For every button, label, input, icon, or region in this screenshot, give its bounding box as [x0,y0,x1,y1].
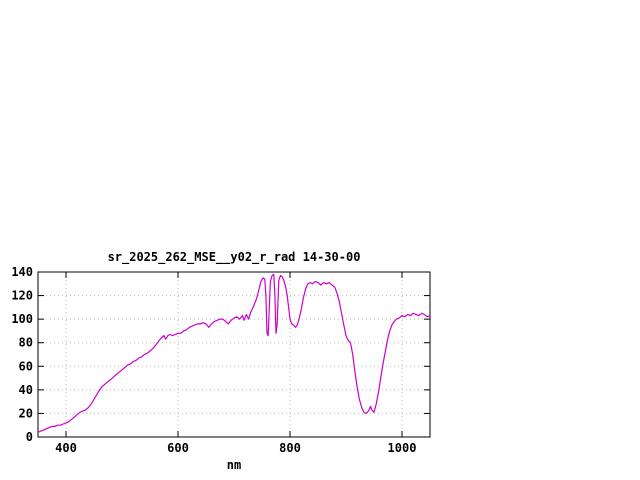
y-tick-label: 140 [11,265,33,279]
series-line [37,273,431,433]
y-tick-label: 120 [11,289,33,303]
x-axis-label: nm [226,458,242,472]
x-tick-label: 600 [167,441,189,455]
y-tick-label: 40 [19,383,33,397]
plot-border [37,271,431,438]
y-tick-label: 20 [19,406,33,420]
x-tick-label: 800 [279,441,301,455]
x-tick-label: 400 [55,441,77,455]
y-tick-label: 60 [19,359,33,373]
y-tick-label: 100 [11,312,33,326]
x-tick-label: 1000 [388,441,417,455]
y-tick-label: 0 [26,430,33,444]
chart-title: sr_2025_262_MSE__y02_r_rad 14-30-00 [107,250,361,264]
y-tick-label: 80 [19,336,33,350]
